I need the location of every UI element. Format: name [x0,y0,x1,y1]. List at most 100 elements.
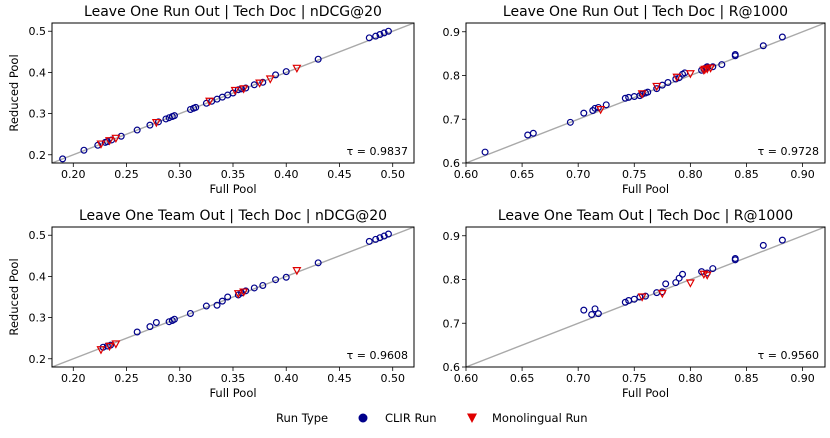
clir-run-point [594,310,602,318]
clir-run-point [250,284,258,292]
clir-run-point [186,309,194,317]
clir-run-point [162,115,170,123]
x-tick-label: 0.85 [734,372,759,385]
y-tick-label: 0.8 [443,274,461,287]
clir-run-point [376,31,384,39]
monolingual-run-point [292,267,302,276]
monolingual-run-point [230,86,240,96]
clir-run-point [202,302,210,310]
clir-run-point [372,235,380,243]
clir-run-point [314,259,322,267]
clir-run-point [365,237,373,245]
clir-run-point [282,273,290,281]
monolingual-run-point [637,293,647,302]
clir-run-point [192,103,200,111]
clir-run-point [272,276,280,284]
clir-run-point [594,103,602,111]
y-axis-label: Reduced Pool [7,258,21,335]
clir-run-point [170,112,178,120]
legend-label-clir: CLIR Run [385,411,437,425]
y-tick-label: 0.9 [443,230,461,243]
clir-run-point [259,281,267,289]
x-tick-label: 0.30 [168,168,193,181]
identity-line [465,226,826,368]
clir-run-point [170,315,178,323]
x-axis-label: Full Pool [622,182,669,196]
plot-frame [465,22,826,164]
chart-panel-2: Leave One Run Out | Tech Doc | R@1000 0.6… [443,4,826,196]
clir-run-point [778,236,786,244]
monolingual-run-point [239,288,249,297]
monolingual-run-point [239,85,249,94]
tau-annotation: τ = 0.9560 [758,349,819,362]
chart-title: Leave One Run Out | Tech Doc | nDCG@20 [84,4,382,20]
clir-run-point [588,311,596,319]
clir-run-point [154,118,162,126]
legend: Run Type CLIR Run Monolingual Run [276,411,588,425]
x-tick-label: 0.35 [221,372,246,385]
y-tick-label: 0.4 [29,66,47,79]
chart-panel-3: Leave One Team Out | Tech Doc | nDCG@20 0… [7,208,415,400]
monolingual-run-point [652,82,662,92]
y-tick-label: 0.5 [29,25,47,38]
x-tick-label: 0.20 [61,168,86,181]
clir-run-point [376,234,384,242]
y-tick-label: 0.2 [29,149,47,162]
monolingual-run-point [96,346,106,355]
clir-run-point [566,118,574,126]
clir-run-point [146,323,154,331]
clir-run-point [242,287,250,295]
chart-title: Leave One Team Out | Tech Doc | nDCG@20 [79,208,387,224]
y-tick-label: 0.7 [443,113,461,126]
clir-run-point [152,319,160,327]
x-tick-label: 0.75 [622,372,647,385]
monolingual-run-point [96,140,106,149]
x-tick-label: 0.50 [380,168,405,181]
tau-annotation: τ = 0.9837 [347,145,408,158]
x-tick-label: 0.25 [114,168,139,181]
clir-run-point [250,81,258,89]
clir-run-point [384,27,392,35]
y-tick-label: 0.9 [443,26,461,39]
monolingual-run-point [685,70,695,79]
monolingual-run-point [205,97,215,107]
clir-run-point [731,255,739,263]
clir-run-point [524,131,532,139]
x-tick-label: 0.30 [168,372,193,385]
y-tick-label: 0.4 [29,270,47,283]
x-tick-label: 0.70 [566,372,591,385]
x-tick-label: 0.80 [678,372,703,385]
tau-annotation: τ = 0.9728 [758,145,819,158]
clir-run-point [380,29,388,37]
x-tick-label: 0.35 [221,168,246,181]
monolingual-run-point [104,342,114,352]
clir-run-point [621,94,629,102]
clir-run-point [591,305,599,313]
monolingual-run-point [255,79,265,88]
legend-marker-mono [467,413,477,423]
clir-run-point [641,292,649,300]
clir-run-point [675,274,683,282]
x-tick-label: 0.25 [114,372,139,385]
x-tick-label: 0.20 [61,372,86,385]
clir-run-point [234,86,242,94]
x-tick-label: 0.85 [734,168,759,181]
chart-panel-4: Leave One Team Out | Tech Doc | R@1000 0.… [443,208,826,400]
monolingual-run-point [657,289,667,299]
x-tick-label: 0.40 [274,372,299,385]
clir-run-point [759,42,767,50]
clir-run-point [672,279,680,287]
x-tick-label: 0.45 [327,372,352,385]
x-tick-label: 0.65 [510,372,535,385]
clir-run-point [59,155,67,163]
legend-label-mono: Monolingual Run [492,411,588,425]
chart-title: Leave One Run Out | Tech Doc | R@1000 [503,4,788,20]
x-tick-label: 0.90 [790,372,815,385]
chart-panel-1: Leave One Run Out | Tech Doc | nDCG@20 0.… [7,4,415,196]
clir-run-point [759,241,767,249]
plot-frame [465,226,826,368]
clir-run-point [679,270,687,278]
clir-run-point [384,230,392,238]
clir-run-point [580,109,588,117]
